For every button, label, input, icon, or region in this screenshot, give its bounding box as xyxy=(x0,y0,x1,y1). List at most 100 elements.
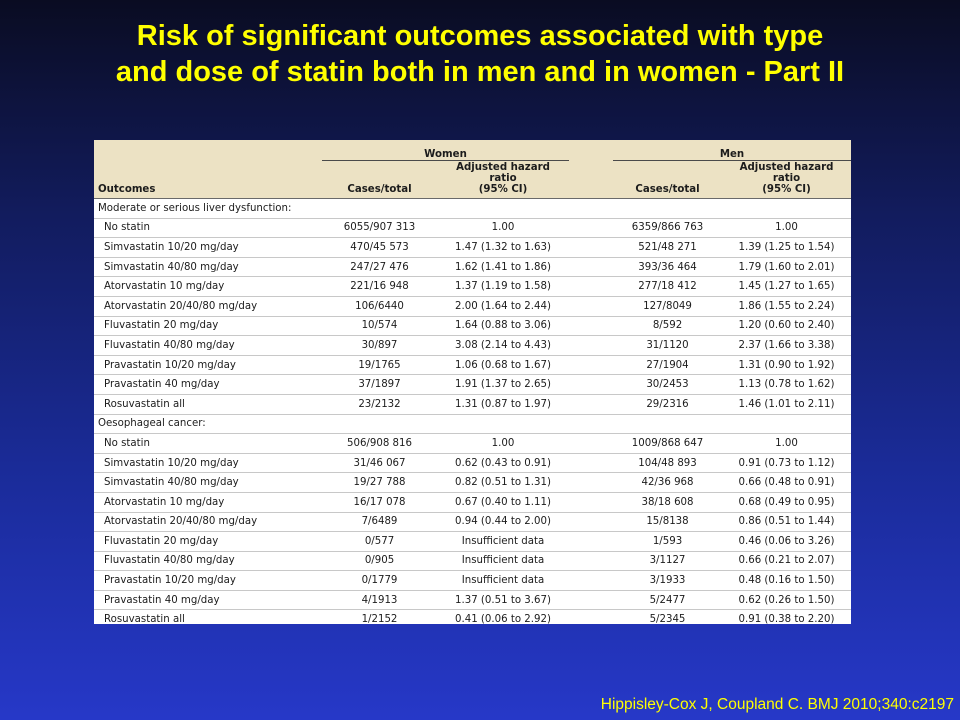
cell-hr-men: 1.45 (1.27 to 1.65) xyxy=(722,276,851,297)
cell-gap xyxy=(569,276,613,297)
cell-cases-women: 0/1779 xyxy=(322,570,437,591)
cell-hr-women: 1.37 (0.51 to 3.67) xyxy=(437,590,569,611)
cell-cases-men: 104/48 893 xyxy=(613,453,722,474)
table-row: Atorvastatin 10 mg/day 221/16 948 1.37 (1.… xyxy=(94,276,851,297)
column-header-hr-women: Adjusted hazard ratio (95% CI) xyxy=(437,160,569,199)
cell-gap xyxy=(569,590,613,611)
results-table: Women Men Outcomes Cases/total Adjusted … xyxy=(94,140,851,624)
table-row: Atorvastatin 10 mg/day 16/17 078 0.67 (0.4… xyxy=(94,492,851,513)
cell-gap xyxy=(569,472,613,493)
cell-hr-women: 1.00 xyxy=(437,218,569,239)
cell-gap xyxy=(569,355,613,376)
cell-hr-men: 1.13 (0.78 to 1.62) xyxy=(722,374,851,395)
table-row: Pravastatin 10/20 mg/day 0/1779 Insufficie… xyxy=(94,570,851,591)
cell-cases-men: 30/2453 xyxy=(613,374,722,395)
row-label: Rosuvastatin all xyxy=(94,394,322,415)
cell-hr-men: 0.66 (0.21 to 2.07) xyxy=(722,551,851,572)
slide-title-line1: Risk of significant outcomes associated … xyxy=(136,20,824,52)
row-label: Simvastatin 40/80 mg/day xyxy=(94,472,322,493)
cell-cases-women: 0/577 xyxy=(322,531,437,552)
row-label: Atorvastatin 20/40/80 mg/day xyxy=(94,512,322,533)
cell-cases-men: 127/8049 xyxy=(613,296,722,317)
cell-cases-women: 0/905 xyxy=(322,551,437,572)
cell-hr-women: 1.64 (0.88 to 3.06) xyxy=(437,316,569,337)
cell-hr-men xyxy=(722,198,851,219)
cell-cases-men: 277/18 412 xyxy=(613,276,722,297)
cell-hr-women: 1.31 (0.87 to 1.97) xyxy=(437,394,569,415)
column-header-hr-men: Adjusted hazard ratio (95% CI) xyxy=(722,160,851,199)
cell-hr-men: 0.86 (0.51 to 1.44) xyxy=(722,512,851,533)
table-row: No statin 506/908 816 1.00 1009/868 647 1.00 xyxy=(94,433,851,454)
row-label: Pravastatin 40 mg/day xyxy=(94,590,322,611)
row-label: No statin xyxy=(94,218,322,239)
cell-cases-women xyxy=(322,198,437,219)
cell-cases-women: 4/1913 xyxy=(322,590,437,611)
cell-cases-men: 38/18 608 xyxy=(613,492,722,513)
table-row: Simvastatin 40/80 mg/day 247/27 476 1.62 (… xyxy=(94,257,851,278)
column-header-cases-women: Cases/total xyxy=(322,160,437,199)
slide-title-line2: and dose of statin both in men and in wo… xyxy=(115,56,845,88)
cell-cases-men: 1009/868 647 xyxy=(613,433,722,454)
cell-cases-men xyxy=(613,198,722,219)
cell-hr-men: 0.91 (0.73 to 1.12) xyxy=(722,453,851,474)
cell-hr-men: 1.00 xyxy=(722,433,851,454)
cell-hr-men: 0.66 (0.48 to 0.91) xyxy=(722,472,851,493)
cell-cases-women: 6055/907 313 xyxy=(322,218,437,239)
cell-cases-women: 221/16 948 xyxy=(322,276,437,297)
cell-gap xyxy=(569,374,613,395)
header-gap-2 xyxy=(569,160,613,199)
row-label: Fluvastatin 40/80 mg/day xyxy=(94,335,322,356)
cell-hr-men: 1.46 (1.01 to 2.11) xyxy=(722,394,851,415)
row-label: Atorvastatin 20/40/80 mg/day xyxy=(94,296,322,317)
hr-men-line2: (95% CI) xyxy=(762,184,811,195)
cell-cases-men: 6359/866 763 xyxy=(613,218,722,239)
cell-hr-women: 0.41 (0.06 to 2.92) xyxy=(437,609,569,624)
table-row: No statin 6055/907 313 1.00 6359/866 763 1.0… xyxy=(94,218,851,239)
cell-cases-men: 5/2477 xyxy=(613,590,722,611)
row-label: Pravastatin 10/20 mg/day xyxy=(94,355,322,376)
cell-gap xyxy=(569,433,613,454)
table-row: Simvastatin 10/20 mg/day 470/45 573 1.47 (… xyxy=(94,237,851,258)
cell-gap xyxy=(569,453,613,474)
table-body: Moderate or serious liver dysfunction: No… xyxy=(94,198,851,624)
cell-hr-women: 2.00 (1.64 to 2.44) xyxy=(437,296,569,317)
cell-cases-women: 470/45 573 xyxy=(322,237,437,258)
cell-hr-men xyxy=(722,414,851,435)
cell-gap xyxy=(569,198,613,219)
row-label: Rosuvastatin all xyxy=(94,609,322,624)
cell-cases-men: 5/2345 xyxy=(613,609,722,624)
cell-gap xyxy=(569,237,613,258)
cell-gap xyxy=(569,609,613,624)
cell-cases-women: 247/27 476 xyxy=(322,257,437,278)
cell-hr-men: 0.91 (0.38 to 2.20) xyxy=(722,609,851,624)
cell-cases-men: 393/36 464 xyxy=(613,257,722,278)
cell-hr-women: 0.62 (0.43 to 0.91) xyxy=(437,453,569,474)
statin-outcomes-table: Women Men Outcomes Cases/total Adjusted … xyxy=(94,140,851,624)
cell-hr-women: 0.67 (0.40 to 1.11) xyxy=(437,492,569,513)
citation: Hippisley-Cox J, Coupland C. BMJ 2010;34… xyxy=(600,696,954,713)
row-label: Fluvastatin 40/80 mg/day xyxy=(94,551,322,572)
table-header: Women Men Outcomes Cases/total Adjusted … xyxy=(94,140,851,199)
cell-cases-men: 42/36 968 xyxy=(613,472,722,493)
cell-cases-men: 27/1904 xyxy=(613,355,722,376)
cell-hr-women: 1.91 (1.37 to 2.65) xyxy=(437,374,569,395)
table-row: Simvastatin 40/80 mg/day 19/27 788 0.82 (0… xyxy=(94,472,851,493)
cell-hr-women: 3.08 (2.14 to 4.43) xyxy=(437,335,569,356)
column-header-cases-men: Cases/total xyxy=(613,160,722,199)
row-label: Pravastatin 10/20 mg/day xyxy=(94,570,322,591)
cell-cases-men: 3/1127 xyxy=(613,551,722,572)
cell-hr-women: Insufficient data xyxy=(437,570,569,591)
table-row: Rosuvastatin all 23/2132 1.31 (0.87 to 1.9… xyxy=(94,394,851,415)
cell-cases-women: 30/897 xyxy=(322,335,437,356)
cell-cases-men: 521/48 271 xyxy=(613,237,722,258)
cell-cases-women xyxy=(322,414,437,435)
cell-hr-men: 1.20 (0.60 to 2.40) xyxy=(722,316,851,337)
cell-cases-women: 506/908 816 xyxy=(322,433,437,454)
table-row: Pravastatin 40 mg/day 4/1913 1.37 (0.51 to… xyxy=(94,590,851,611)
cell-hr-women: 0.94 (0.44 to 2.00) xyxy=(437,512,569,533)
cell-hr-men: 1.39 (1.25 to 1.54) xyxy=(722,237,851,258)
cell-gap xyxy=(569,394,613,415)
header-gap xyxy=(569,140,613,161)
table-row: Rosuvastatin all 1/2152 0.41 (0.06 to 2.92… xyxy=(94,609,851,624)
row-label: Atorvastatin 10 mg/day xyxy=(94,276,322,297)
